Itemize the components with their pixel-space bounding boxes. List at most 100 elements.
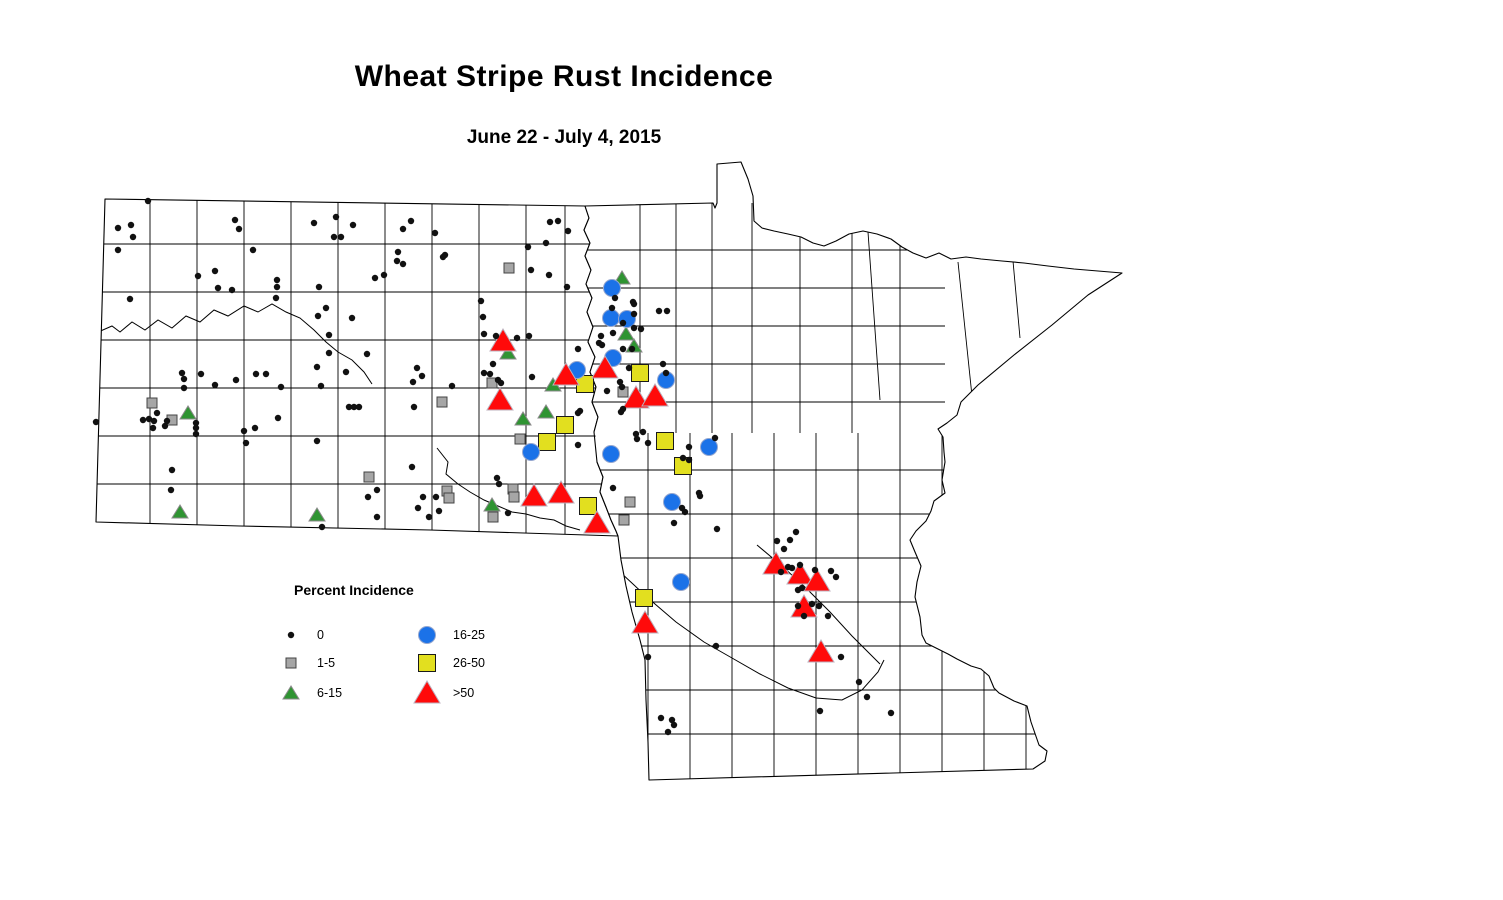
map-point-0 xyxy=(192,419,200,427)
map-point-0 xyxy=(525,332,533,340)
legend-label: 6-15 xyxy=(317,686,343,700)
map-point-6-15 xyxy=(617,326,635,341)
map-point-0 xyxy=(619,319,627,327)
map-point-0 xyxy=(348,314,356,322)
legend-label: 0 xyxy=(317,628,324,642)
map-point-0 xyxy=(373,486,381,494)
map-point-16-25 xyxy=(602,309,620,327)
legend-item-green-triangle: 6-15 xyxy=(274,680,342,706)
legend: Percent Incidence 0 1-5 6-15 16-25 26-50 >50 xyxy=(270,582,520,712)
legend-item-small-black-dot: 0 xyxy=(274,622,324,648)
map-point-0 xyxy=(310,219,318,227)
map-point-0 xyxy=(609,484,617,492)
map-point-0 xyxy=(322,304,330,312)
map-point-0 xyxy=(497,379,505,387)
map-point-gt50 xyxy=(803,568,831,592)
map-point-0 xyxy=(342,368,350,376)
map-point-0 xyxy=(489,360,497,368)
map-point-0 xyxy=(330,233,338,241)
map-point-0 xyxy=(214,284,222,292)
map-point-0 xyxy=(887,709,895,717)
map-point-0 xyxy=(373,513,381,521)
legend-item-gray-square: 1-5 xyxy=(274,650,335,676)
map-point-0 xyxy=(252,370,260,378)
map-point-0 xyxy=(800,612,808,620)
map-point-0 xyxy=(632,430,640,438)
minnesota-river-line xyxy=(619,571,885,701)
map-point-6-15 xyxy=(179,405,197,420)
map-point-0 xyxy=(418,372,426,380)
legend-item-red-triangle: >50 xyxy=(410,680,474,706)
map-point-0 xyxy=(711,434,719,442)
points-layer xyxy=(92,197,895,736)
map-point-0 xyxy=(563,283,571,291)
map-point-0 xyxy=(228,286,236,294)
map-point-0 xyxy=(863,693,871,701)
map-point-6-15 xyxy=(514,411,532,426)
blue-circle-icon xyxy=(418,626,436,644)
map-point-0 xyxy=(633,435,641,443)
map-point-0 xyxy=(598,341,606,349)
map-point-0 xyxy=(273,276,281,284)
map-point-0 xyxy=(513,334,521,342)
legend-item-blue-circle: 16-25 xyxy=(410,622,485,648)
map-point-0 xyxy=(409,378,417,386)
map-point-0 xyxy=(413,364,421,372)
map-point-0 xyxy=(235,225,243,233)
map-point-0 xyxy=(380,271,388,279)
map-point-0 xyxy=(150,417,158,425)
map-point-0 xyxy=(180,375,188,383)
map-point-0 xyxy=(837,653,845,661)
map-point-0 xyxy=(242,439,250,447)
map-point-26-50 xyxy=(556,416,574,434)
map-point-16-25 xyxy=(663,493,681,511)
map-point-0 xyxy=(597,332,605,340)
map-point-gt50 xyxy=(591,355,619,379)
legend-label: 1-5 xyxy=(317,656,336,670)
map-point-0 xyxy=(855,678,863,686)
map-point-1-5 xyxy=(618,514,630,526)
map-point-6-15 xyxy=(613,270,631,285)
map-point-0 xyxy=(178,369,186,377)
map-point-0 xyxy=(542,239,550,247)
map-point-0 xyxy=(325,349,333,357)
map-point-0 xyxy=(574,345,582,353)
map-point-0 xyxy=(262,370,270,378)
map-point-0 xyxy=(180,384,188,392)
map-point-1-5 xyxy=(503,262,515,274)
map-point-0 xyxy=(670,721,678,729)
map-point-0 xyxy=(194,272,202,280)
map-point-0 xyxy=(659,360,667,368)
map-point-26-50 xyxy=(579,497,597,515)
map-point-0 xyxy=(192,430,200,438)
map-point-0 xyxy=(419,493,427,501)
map-point-1-5 xyxy=(363,471,375,483)
map-point-6-15 xyxy=(308,507,326,522)
map-point-1-5 xyxy=(508,491,520,503)
map-point-0 xyxy=(431,229,439,237)
map-point-0 xyxy=(492,332,500,340)
missouri-river-line xyxy=(96,303,373,385)
map-point-0 xyxy=(528,373,536,381)
map-point-0 xyxy=(479,313,487,321)
map-point-0 xyxy=(788,564,796,572)
map-point-0 xyxy=(628,345,636,353)
map-point-0 xyxy=(167,486,175,494)
map-point-0 xyxy=(524,243,532,251)
map-point-0 xyxy=(407,217,415,225)
map-point-0 xyxy=(114,246,122,254)
map-point-16-25 xyxy=(700,438,718,456)
map-point-0 xyxy=(554,217,562,225)
map-point-0 xyxy=(486,370,494,378)
map-point-0 xyxy=(364,493,372,501)
map-point-0 xyxy=(399,225,407,233)
map-point-gt50 xyxy=(762,551,790,575)
map-point-0 xyxy=(609,329,617,337)
map-point-0 xyxy=(363,350,371,358)
map-point-0 xyxy=(145,415,153,423)
map-point-0 xyxy=(663,307,671,315)
map-point-0 xyxy=(272,294,280,302)
map-point-gt50 xyxy=(631,610,659,634)
map-point-26-50 xyxy=(635,589,653,607)
map-point-0 xyxy=(616,378,624,386)
